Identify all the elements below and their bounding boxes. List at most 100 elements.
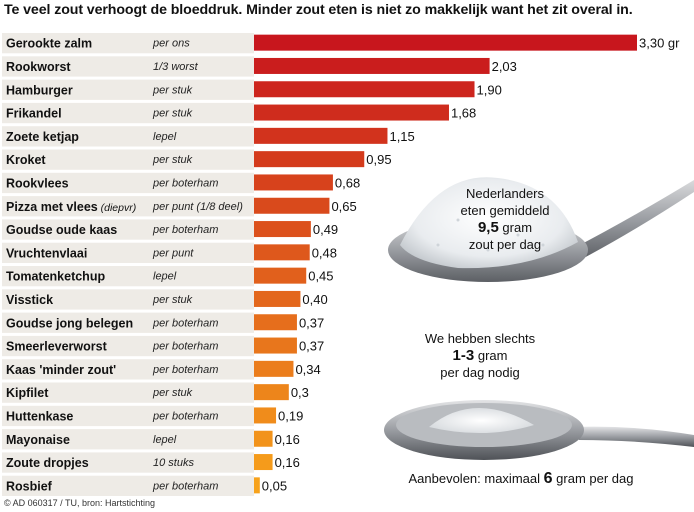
chart-title: Te veel zout verhoogt de bloeddruk. Mind… — [4, 2, 633, 18]
bar — [254, 151, 365, 168]
average-line1: Nederlanders — [465, 186, 545, 201]
need-value: 1-3 — [452, 347, 475, 364]
value-label: 0,3 — [291, 385, 309, 400]
value-label: 0,05 — [262, 478, 287, 493]
portion-label: lepel — [153, 434, 177, 446]
value-label: 1,15 — [389, 129, 414, 144]
row-background — [2, 335, 254, 357]
need-line2: 1-3 gram — [405, 347, 555, 364]
category-label: Frikandel — [6, 107, 62, 121]
need-unit: gram — [477, 348, 508, 363]
advice-prefix: Aanbevolen: maximaal — [408, 471, 541, 486]
row-background — [2, 102, 254, 124]
advice-suffix: gram per dag — [556, 471, 634, 486]
average-line4: zout per dag — [468, 237, 542, 252]
bar — [254, 267, 307, 284]
value-label: 1,90 — [477, 82, 502, 97]
category-label: Rookvlees — [6, 176, 69, 190]
value-label: 0,37 — [299, 315, 324, 330]
bar — [254, 384, 289, 401]
portion-label: per stuk — [152, 154, 193, 166]
row-background — [2, 172, 254, 194]
category-label: Gerookte zalm — [6, 37, 92, 51]
need-line3: per dag nodig — [440, 365, 520, 380]
bar — [254, 290, 301, 307]
bar — [254, 81, 475, 98]
value-label: 0,40 — [302, 292, 327, 307]
value-label: 0,45 — [308, 269, 333, 284]
needed-intake-callout: We hebben slechts 1-3 gram per dag nodig — [405, 330, 555, 381]
row-background — [2, 359, 254, 380]
average-intake-callout: Nederlanders eten gemiddeld 9,5 gram zou… — [430, 185, 580, 253]
source-credit: © AD 060317 / TU, bron: Hartstichting — [4, 498, 156, 508]
value-label: 0,65 — [331, 199, 356, 214]
value-label: 0,16 — [275, 432, 300, 447]
average-unit: gram — [502, 220, 533, 235]
portion-label: per punt (1/8 deel) — [152, 201, 243, 213]
portion-label: 1/3 worst — [153, 61, 199, 73]
category-label: Zoete ketjap — [6, 130, 79, 144]
average-line3: 9,5 gram — [430, 219, 580, 236]
portion-label: per stuk — [152, 108, 193, 120]
portion-label: per boterham — [152, 177, 218, 189]
bar — [254, 197, 330, 214]
value-label: 1,68 — [451, 106, 476, 121]
bar — [254, 477, 260, 494]
portion-label: per ons — [152, 38, 190, 50]
category-label: Huttenkase — [6, 409, 73, 423]
portion-label: per boterham — [152, 410, 218, 422]
category-label: Goudse oude kaas — [6, 223, 117, 237]
row-background — [2, 196, 254, 217]
value-label: 0,68 — [335, 175, 360, 190]
row-background — [2, 312, 254, 333]
bar — [254, 57, 490, 74]
category-label: Pizza met vlees (diepvr) — [6, 200, 136, 214]
portion-label: per boterham — [152, 480, 218, 492]
bar — [254, 221, 311, 238]
category-label: Zoute dropjes — [6, 456, 89, 470]
portion-label: per boterham — [152, 317, 218, 329]
value-label: 3,30 gr — [639, 36, 680, 51]
portion-label: lepel — [153, 271, 177, 283]
category-label: Kroket — [6, 153, 46, 167]
row-background — [2, 56, 254, 77]
bar — [254, 314, 297, 331]
category-label: Goudse jong belegen — [6, 316, 133, 330]
category-label: Kipfilet — [6, 386, 49, 400]
category-label: Vruchtenvlaai — [6, 246, 87, 260]
portion-label: per punt — [152, 247, 194, 259]
value-label: 0,16 — [275, 455, 300, 470]
portion-label: per stuk — [152, 294, 193, 306]
bar — [254, 430, 273, 447]
portion-label: lepel — [153, 131, 177, 143]
row-background — [2, 452, 254, 473]
row-background — [2, 382, 254, 403]
bar — [254, 174, 333, 191]
row-background — [2, 475, 254, 496]
portion-label: per stuk — [152, 387, 193, 399]
average-value: 9,5 — [477, 219, 499, 236]
portion-label: per boterham — [152, 224, 218, 236]
salt-spoon-large-icon — [388, 177, 694, 282]
category-label: Kaas 'minder zout' — [6, 363, 116, 377]
row-background — [2, 149, 254, 170]
category-label: Visstick — [6, 293, 53, 307]
row-background — [2, 126, 254, 147]
portion-label: per boterham — [152, 341, 218, 353]
advice-callout: Aanbevolen: maximaal 6 gram per dag — [386, 470, 656, 487]
category-label: Rookworst — [6, 60, 71, 74]
category-label: Tomatenketchup — [6, 270, 105, 284]
bar — [254, 244, 310, 261]
category-label: Mayonaise — [6, 433, 70, 447]
average-line2: eten gemiddeld — [460, 203, 550, 218]
value-label: 2,03 — [492, 59, 517, 74]
row-background — [2, 266, 254, 287]
bar — [254, 454, 273, 471]
row-background — [2, 405, 254, 427]
bar — [254, 360, 294, 377]
category-label: Rosbief — [6, 479, 53, 493]
value-label: 0,49 — [313, 222, 338, 237]
portion-label: 10 stuks — [153, 457, 194, 469]
row-background — [2, 242, 254, 263]
